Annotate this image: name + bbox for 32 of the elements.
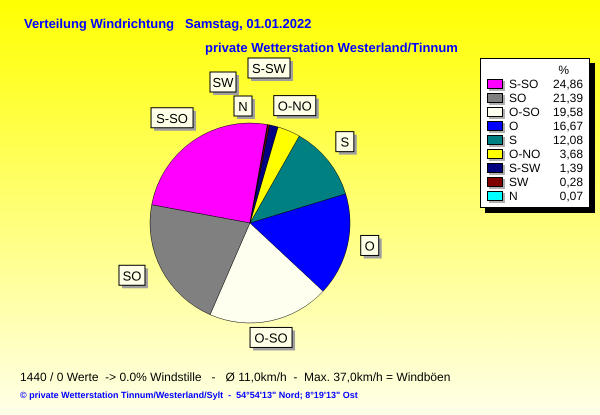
legend-label: S-SW [509,161,542,175]
legend-label: S-SO [509,77,540,91]
data-label: 21,39 [552,91,583,105]
data-label: 0,07 [560,189,583,203]
legend-label: SW [509,175,530,189]
data-label: 3,68 [560,147,583,161]
legend-title: % [557,63,570,77]
text: © private Wetterstation Tinnum/Westerland/Sylt - 54°54'13" Nord; 8°19'13" Ost [20,390,358,400]
text: 1440 / 0 Werte -> 0.0% Windstille - Ø 11,0km/h - Max. 37,0km/h = Windböen [20,370,450,384]
data-label: 12,08 [552,133,583,147]
legend-label: S [509,133,518,147]
chart-title: Verteilung Windrichtung Samstag, 01.01.2022 [24,16,312,31]
legend-label: O [509,119,520,133]
slice-label: SO [122,268,142,284]
category-label: S-SW [252,61,286,76]
data-label: 19,58 [552,105,583,119]
legend-label: O-SO [509,105,541,119]
slice-label: S [340,134,350,150]
slice-label: O [364,238,375,254]
slice-label: O-SO [254,330,288,346]
chart-subtitle: private Wetterstation Westerland/Tinnum [205,40,458,55]
data-label: 1,39 [560,161,583,175]
data-label: 0,28 [560,175,583,189]
data-label: 16,67 [552,119,583,133]
legend-label: SO [509,91,528,105]
category-label: N [238,99,248,114]
slice-label: O-NO [278,98,312,114]
slice-label: S-SO [156,110,188,126]
legend-label: N [509,189,519,203]
legend-label: O-NO [509,147,542,161]
category-label: SW [212,75,234,90]
data-label: 24,86 [552,77,583,91]
